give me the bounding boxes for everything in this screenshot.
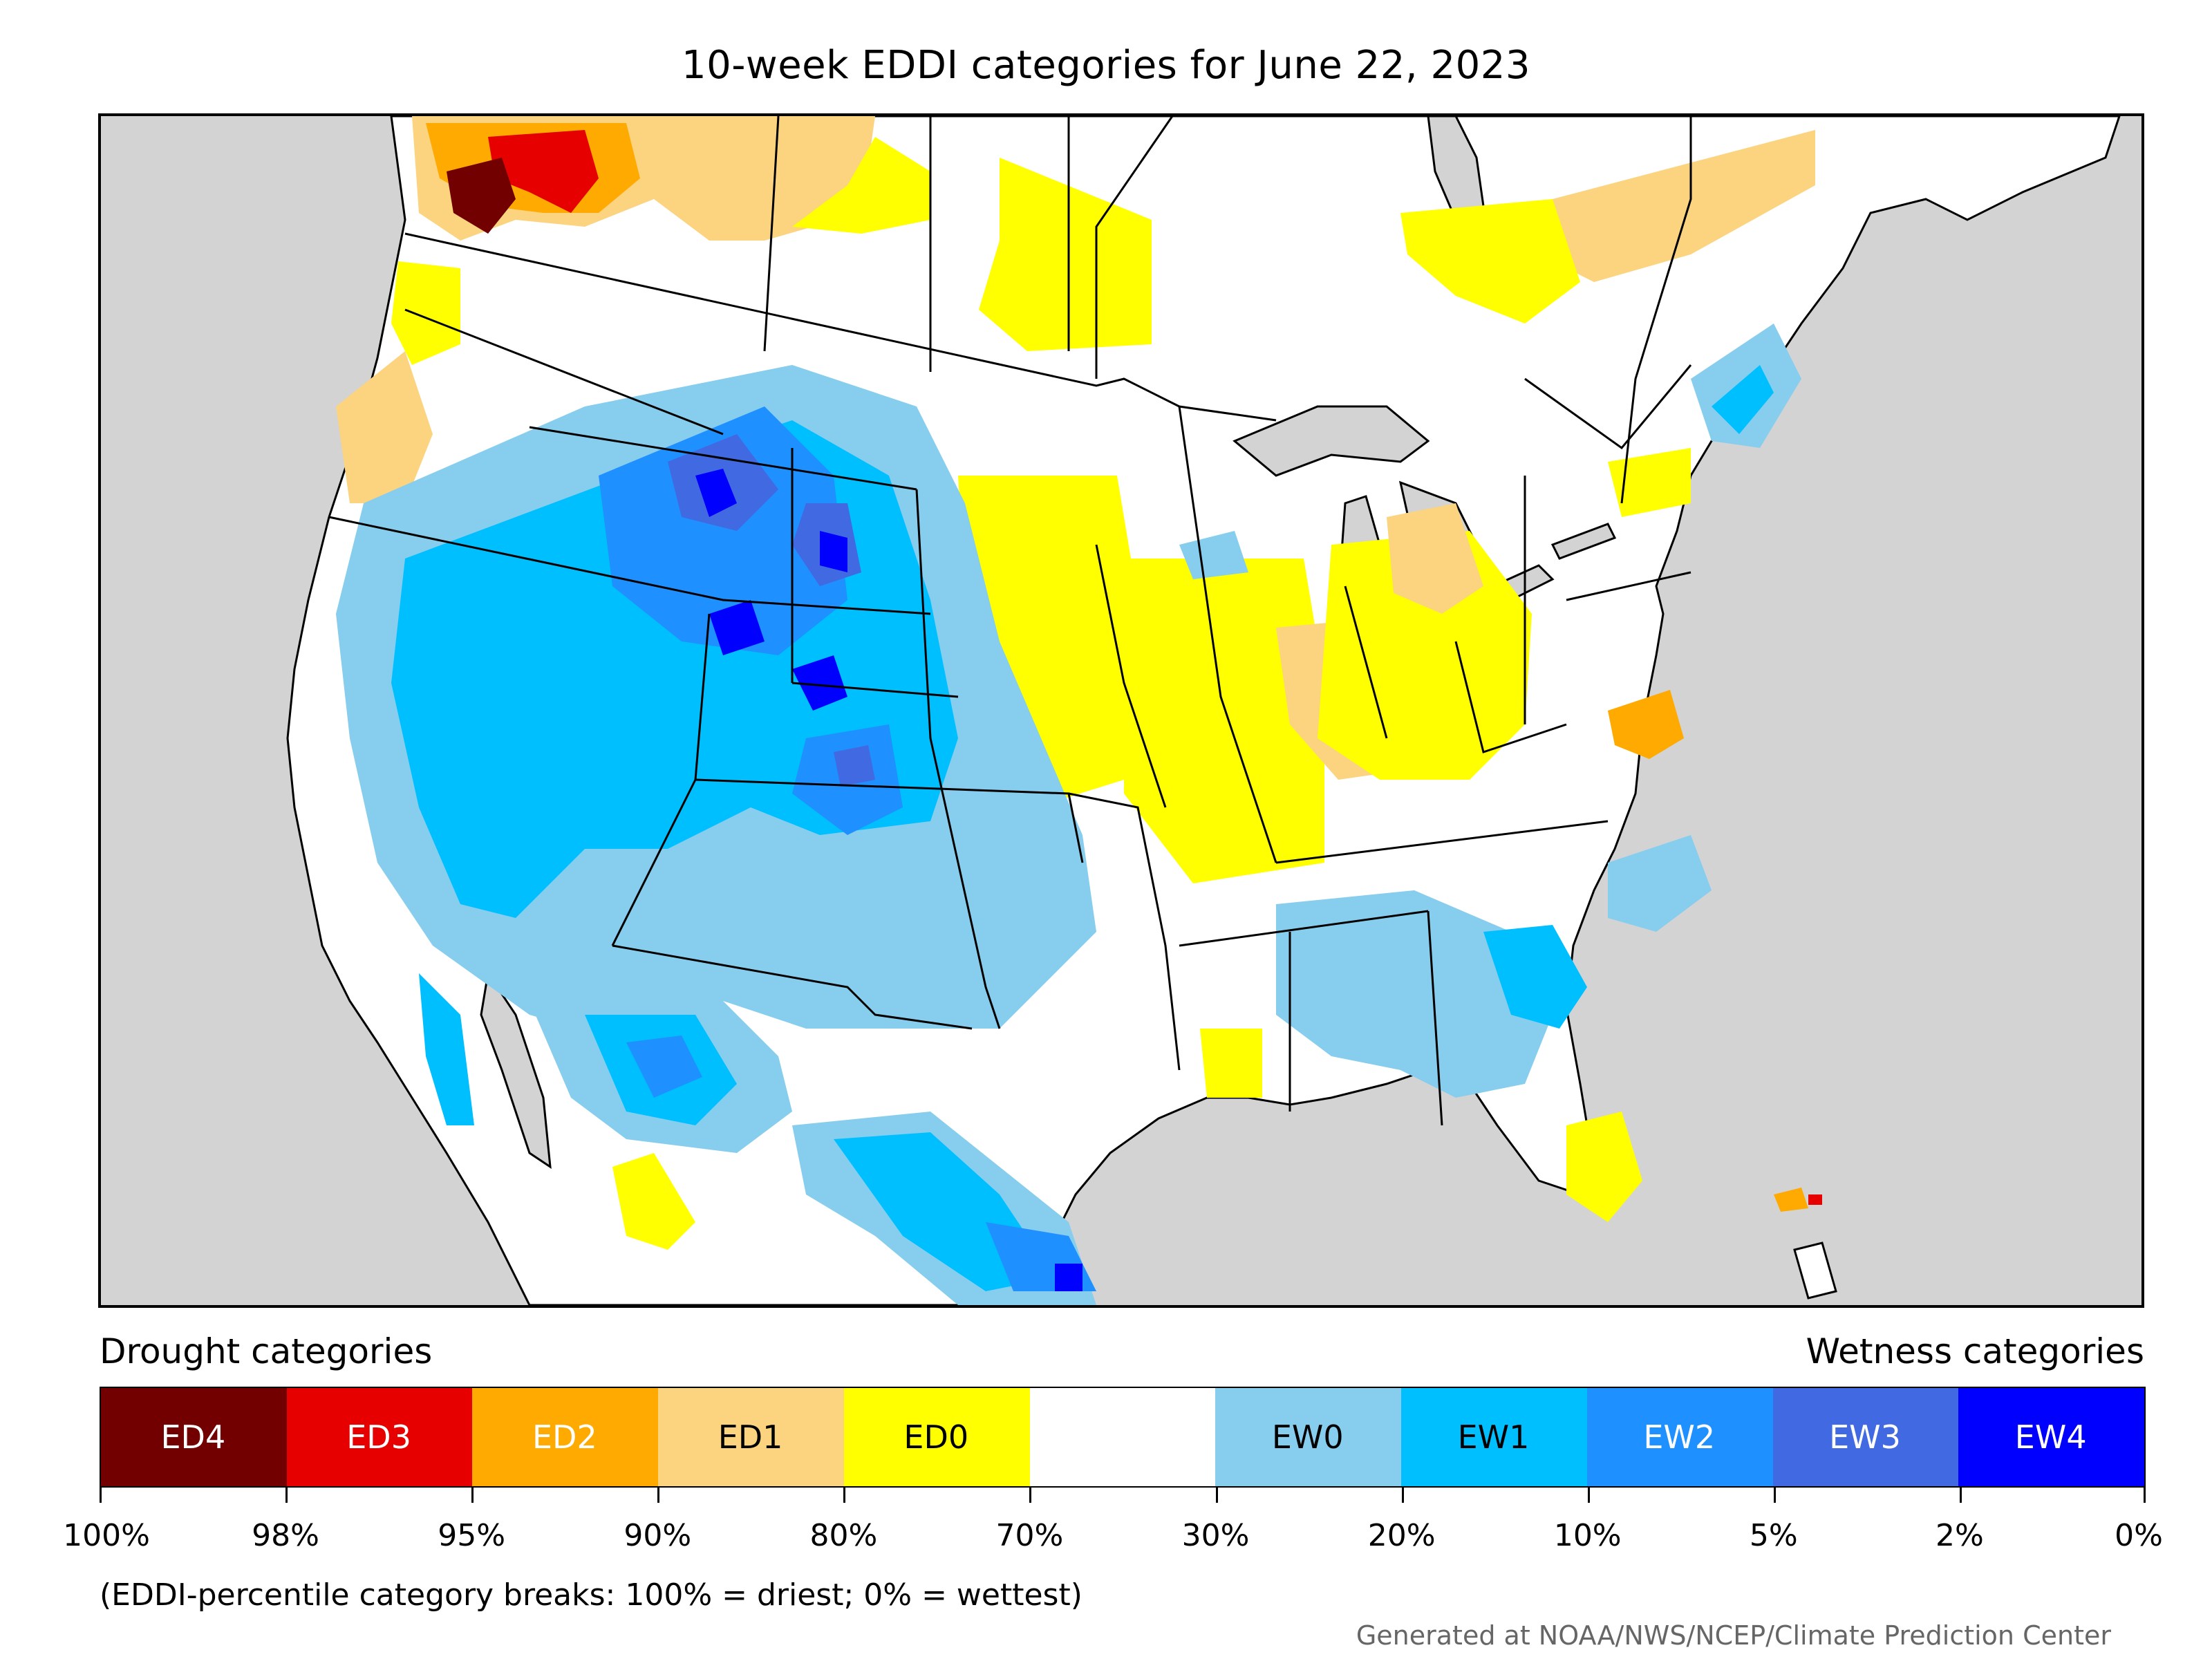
legend-category-ed2: ED2 [472, 1388, 659, 1486]
legend-category-normal [1029, 1388, 1216, 1486]
legend-category-ew0: EW0 [1215, 1388, 1402, 1486]
map-title: 10-week EDDI categories for June 22, 202… [681, 43, 1531, 88]
legend-tick-label: 5% [1749, 1518, 1798, 1553]
legend-category-ed4: ED4 [101, 1388, 287, 1486]
legend-category-ew1: EW1 [1401, 1388, 1587, 1486]
category-legend: ED4 ED3 ED2 ED1 ED0 EW0 EW1 EW2 EW3 EW4 [100, 1387, 2146, 1488]
legend-tick [1587, 1488, 1590, 1503]
legend-tick [285, 1488, 288, 1503]
legend-tick [1959, 1488, 1962, 1503]
map-canvas [286, 116, 2121, 1305]
legend-category-ed0: ED0 [843, 1388, 1030, 1486]
legend-tick [1215, 1488, 1218, 1503]
legend-tick-label: 90% [624, 1518, 692, 1553]
eddi-map [98, 113, 2144, 1308]
legend-category-ew3: EW3 [1772, 1388, 1959, 1486]
legend-category-ew4: EW4 [1958, 1388, 2145, 1486]
legend-category-ed1: ED1 [658, 1388, 844, 1486]
legend-tick-label: 80% [809, 1518, 878, 1553]
legend-tick-label: 20% [1367, 1518, 1436, 1553]
great-lake-ontario [1550, 523, 1617, 560]
wetness-categories-heading: Wetness categories [1806, 1331, 2144, 1371]
percentile-note: (EDDI-percentile category breaks: 100% =… [100, 1577, 1082, 1613]
great-lake-superior [1232, 405, 1430, 477]
legend-tick-label: 98% [252, 1518, 319, 1553]
legend-ticks [100, 1488, 2146, 1504]
drought-categories-heading: Drought categories [100, 1331, 433, 1371]
legend-tick [843, 1488, 846, 1503]
legend-tick [471, 1488, 474, 1503]
legend-tick-label: 30% [1181, 1518, 1250, 1553]
drought-areas [336, 116, 1815, 1250]
legend-tick-label: 2% [1936, 1518, 1984, 1553]
legend-tick [1401, 1488, 1404, 1503]
legend-tick-label: 70% [995, 1518, 1064, 1553]
legend-tick [100, 1488, 102, 1503]
legend-tick [1773, 1488, 1776, 1503]
credit-line: Generated at NOAA/NWS/NCEP/Climate Predi… [1356, 1620, 2111, 1651]
legend-tick-label: 0% [2115, 1518, 2163, 1553]
boundaries [328, 116, 1692, 1126]
wetness-areas [336, 324, 1801, 1305]
legend-tick [1029, 1488, 1032, 1503]
legend-tick-label: 95% [438, 1518, 506, 1553]
legend-tick-label: 100% [63, 1518, 150, 1553]
legend-tick [657, 1488, 660, 1503]
legend-category-ed3: ED3 [286, 1388, 473, 1486]
legend-category-ew2: EW2 [1586, 1388, 1773, 1486]
legend-tick [2144, 1488, 2146, 1503]
islands [1774, 1188, 1837, 1300]
gulf-of-california [480, 971, 552, 1170]
legend-tick-label: 10% [1553, 1518, 1622, 1553]
